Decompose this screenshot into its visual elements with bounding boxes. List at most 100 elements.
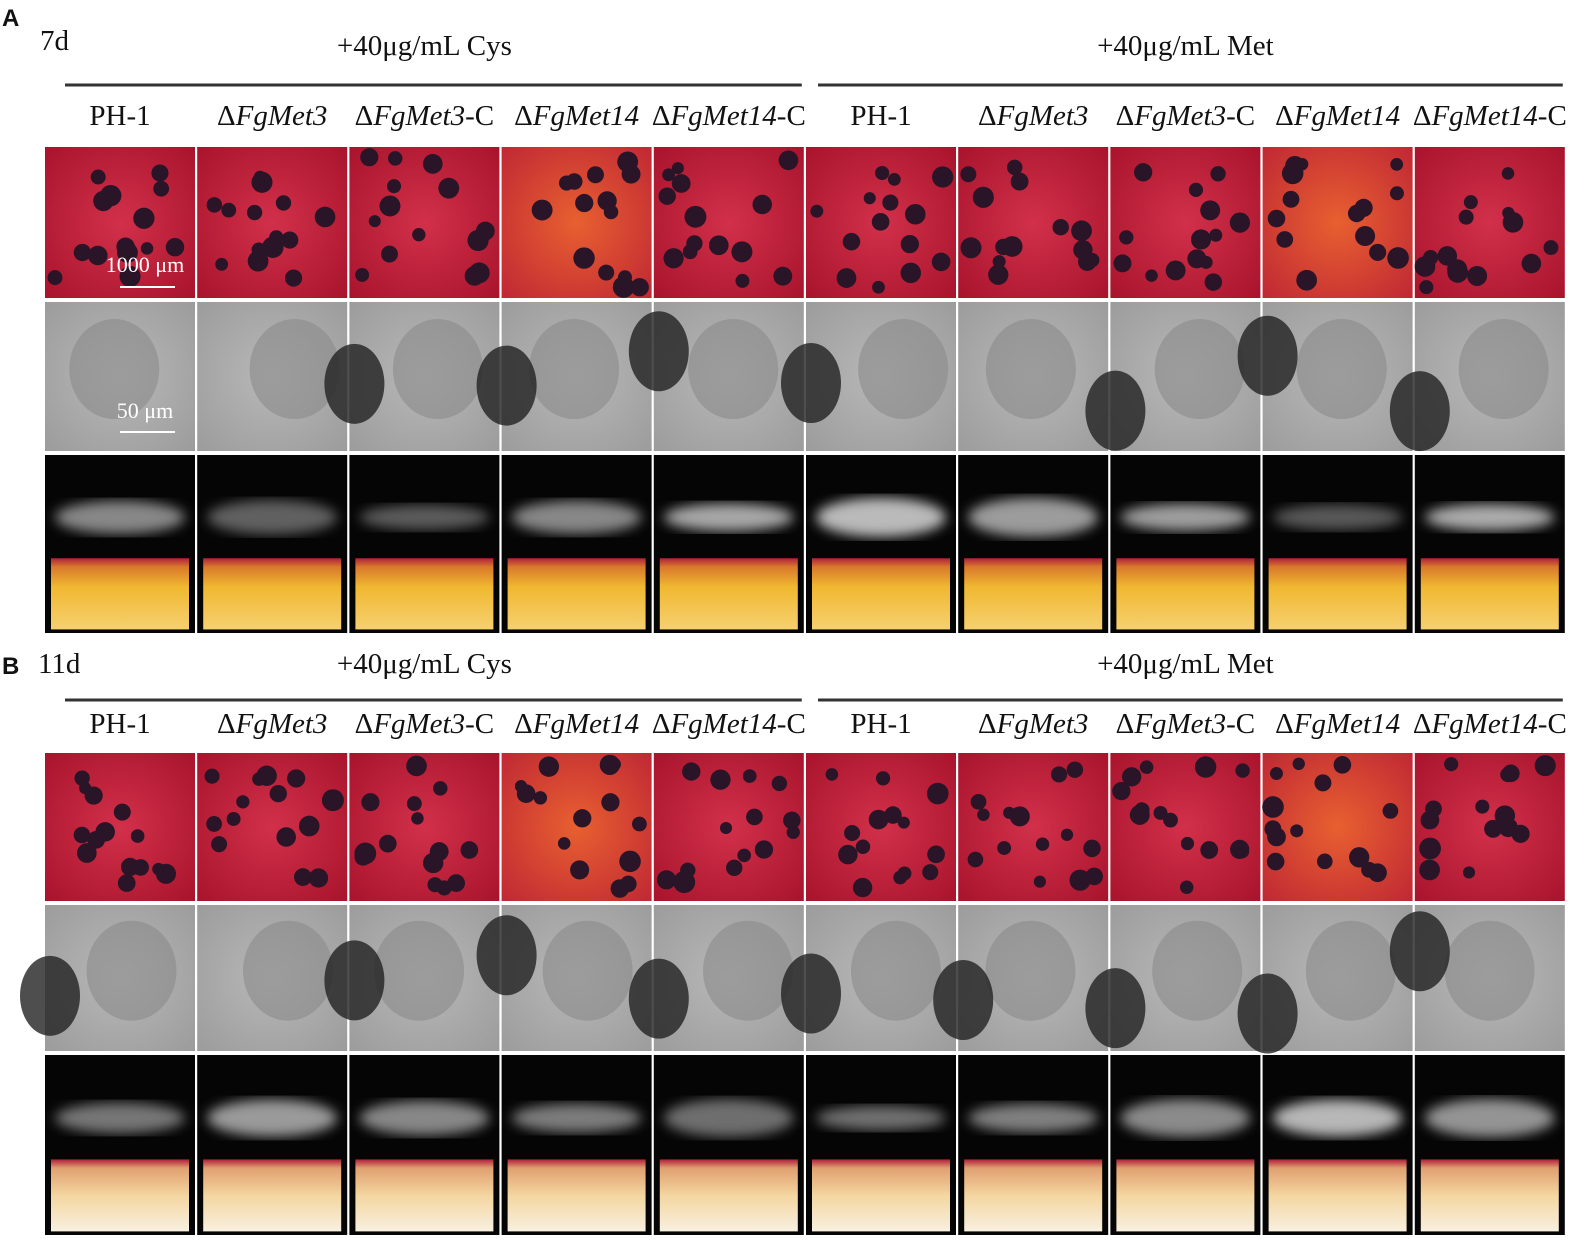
perithecium: [557, 837, 571, 850]
perithecium: [1333, 756, 1352, 774]
perithecium: [281, 231, 299, 249]
perithecium: [1314, 774, 1332, 792]
perithecium: [575, 193, 594, 213]
perithecium: [752, 194, 772, 215]
perithecium-shadow: [324, 343, 385, 424]
perithecium: [321, 789, 344, 812]
perithecium: [514, 780, 528, 793]
perithecium: [1085, 867, 1103, 886]
perithecium: [247, 250, 269, 272]
perithecium: [926, 782, 949, 805]
perithecium: [275, 195, 292, 211]
perithecium: [746, 808, 763, 826]
perithecium: [84, 786, 103, 805]
agar-block: [203, 558, 342, 630]
agar-block: [51, 1159, 189, 1232]
ascus-cluster: [374, 920, 465, 1021]
perithecium: [836, 268, 857, 288]
perithecium-shadow: [1389, 911, 1450, 992]
perithecium-shadow: [1085, 370, 1146, 451]
perithecium: [619, 850, 641, 873]
label-part: Δ: [217, 708, 236, 740]
perithecium: [682, 762, 701, 781]
perithecium: [1290, 824, 1304, 838]
label-part: Δ: [652, 100, 671, 132]
perithecium: [361, 793, 380, 812]
perithecium: [1390, 158, 1404, 171]
perithecium: [221, 202, 237, 218]
perithecium: [1179, 880, 1194, 895]
perithecium: [988, 264, 1009, 285]
perithecium: [786, 825, 800, 839]
perithecium-shadow: [628, 958, 689, 1039]
perithecium: [1190, 229, 1212, 250]
perithecium: [1001, 236, 1023, 257]
ascus-cluster: [1152, 920, 1243, 1021]
agar-block: [964, 1159, 1103, 1232]
panel-label: A: [2, 5, 19, 32]
perithecium: [875, 771, 891, 786]
perithecium: [656, 870, 677, 890]
column-label: ΔFgMet3-C: [1116, 100, 1255, 132]
column-label: ΔFgMet3: [217, 100, 327, 132]
perithecium: [1129, 804, 1150, 825]
perithecium: [119, 265, 141, 288]
perithecium: [662, 168, 676, 182]
perithecium: [573, 809, 592, 828]
column-label: ΔFgMet3: [217, 708, 327, 740]
perithecium: [617, 151, 639, 173]
ascus-cluster: [529, 319, 620, 420]
perithecium: [47, 270, 63, 286]
perithecium: [1501, 167, 1515, 180]
mycelium: [511, 500, 642, 534]
column-label: ΔFgMet14-C: [652, 708, 806, 740]
group-title: +40μg/mL Cys: [337, 648, 512, 680]
perithecium: [737, 848, 751, 863]
perithecium: [406, 755, 427, 777]
perithecium: [1355, 226, 1376, 247]
perithecium: [1235, 763, 1250, 778]
label-part: FgMet14: [532, 100, 639, 132]
perithecium: [1502, 211, 1524, 233]
label-part: FgMet3: [235, 708, 328, 740]
label-part: FgMet3: [1133, 708, 1226, 740]
perithecium: [1422, 250, 1439, 266]
perithecium: [726, 859, 743, 876]
perithecium: [1467, 265, 1488, 286]
perithecium-shadow: [1389, 371, 1450, 452]
column-label: ΔFgMet14-C: [652, 100, 806, 132]
perithecium: [1210, 166, 1226, 182]
perithecium: [447, 874, 466, 892]
mycelium: [55, 500, 185, 534]
perithecium: [607, 757, 621, 771]
perithecium: [1200, 200, 1221, 221]
ascus-cluster: [249, 319, 340, 420]
perithecium: [601, 793, 620, 812]
perithecium: [719, 821, 733, 835]
perithecium: [871, 212, 890, 231]
ascus-cluster: [242, 920, 333, 1021]
perithecium: [1475, 799, 1490, 814]
mycelium: [968, 497, 1099, 537]
perithecium: [773, 266, 793, 286]
label-part: Δ: [217, 100, 236, 132]
perithecium: [379, 195, 401, 217]
colony-image: [1262, 753, 1413, 901]
perithecium: [262, 236, 284, 258]
perithecium: [1204, 273, 1223, 291]
perithecium: [1083, 839, 1101, 858]
perithecium: [422, 154, 443, 174]
perithecium: [1458, 209, 1474, 225]
perithecium: [1494, 805, 1516, 826]
column-label: PH-1: [850, 100, 911, 132]
perithecium: [1194, 756, 1217, 778]
scale-bar-label: 50 μm: [117, 398, 173, 423]
perithecium: [411, 812, 424, 825]
perithecium: [686, 235, 703, 252]
label-part: -C: [465, 708, 494, 740]
perithecium: [1119, 230, 1134, 245]
perithecium: [1266, 852, 1285, 871]
perithecium: [314, 206, 336, 228]
